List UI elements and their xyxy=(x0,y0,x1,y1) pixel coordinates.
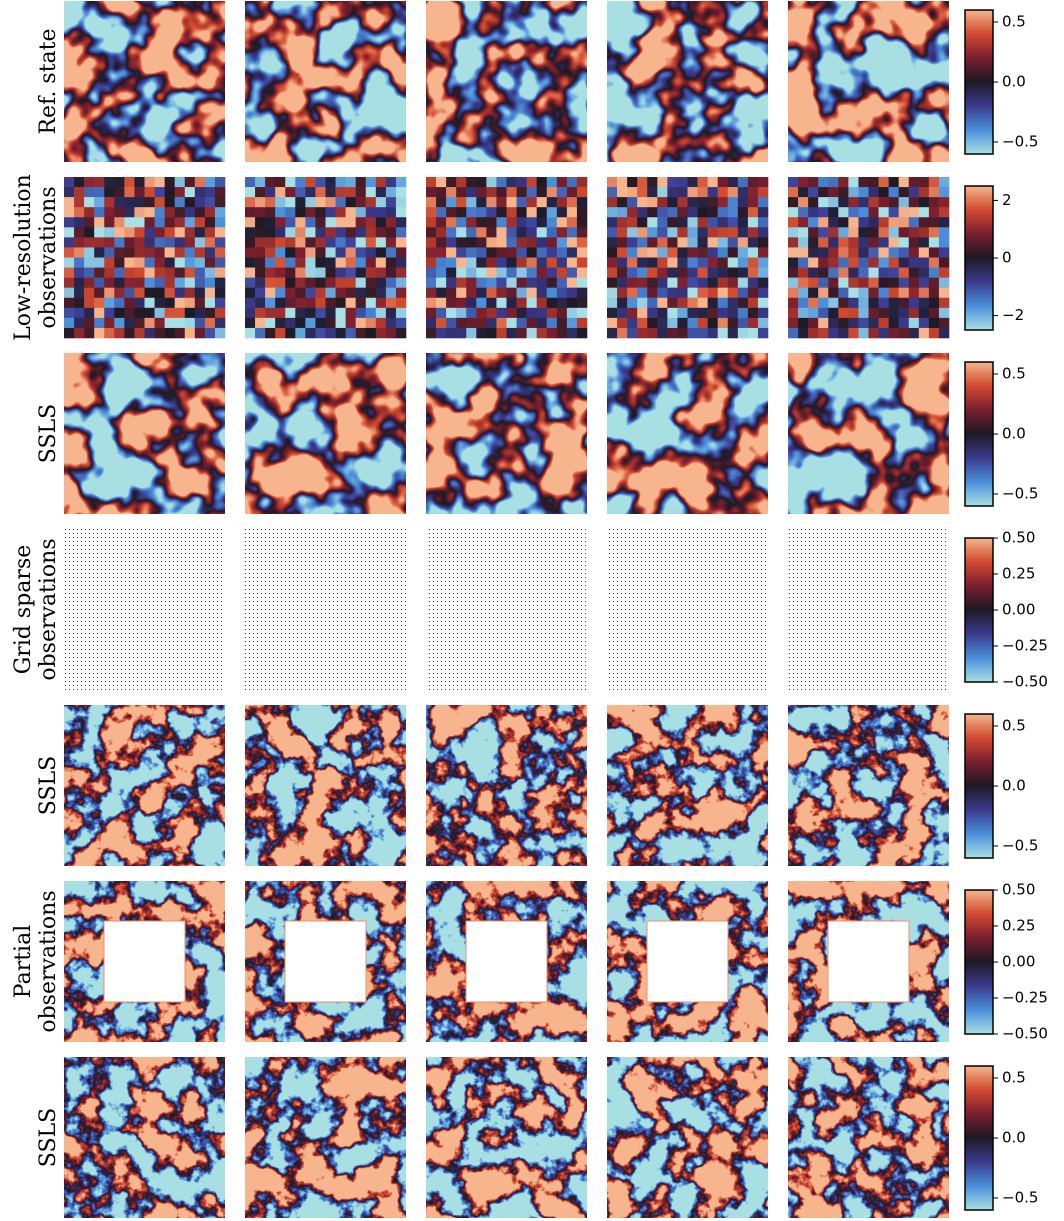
field-panel xyxy=(607,177,769,339)
field-panel xyxy=(245,1,406,162)
colorbar-tick-label: −0.25 xyxy=(1002,637,1048,655)
colorbar-tick-label: 0.0 xyxy=(1002,425,1026,443)
field-panel xyxy=(788,705,949,866)
row-label: observations xyxy=(36,890,61,1032)
colorbar-tick-label: −0.50 xyxy=(1002,673,1048,691)
colorbar-tick-label: 0.00 xyxy=(1002,953,1035,971)
field-panel xyxy=(245,881,406,1042)
field-panel xyxy=(245,353,406,514)
field-panel xyxy=(426,1,587,162)
colorbar-tick-label: 0.5 xyxy=(1002,13,1026,31)
row-label: Partial xyxy=(11,925,36,998)
colorbar-tick-label: 0.50 xyxy=(1002,529,1035,547)
field-panel xyxy=(788,1057,949,1218)
row-label: Ref. state xyxy=(36,28,61,134)
row-label: SSLS xyxy=(36,404,61,463)
row-label: observations xyxy=(36,186,61,328)
colorbar-tick-label: 0 xyxy=(1002,249,1012,267)
row-label: SSLS xyxy=(36,1108,61,1167)
row-label: observations xyxy=(36,538,61,680)
field-panel xyxy=(607,881,768,1042)
colorbar-tick-label: −0.5 xyxy=(1002,1189,1038,1207)
field-panel xyxy=(607,353,768,514)
colorbar-tick-label: 0.5 xyxy=(1002,717,1026,735)
field-panel xyxy=(788,1,949,162)
colorbar xyxy=(964,889,994,1035)
field-panel xyxy=(426,353,587,514)
field-panel xyxy=(245,705,406,866)
colorbar-tick-label: 0.0 xyxy=(1002,1129,1026,1147)
field-panel xyxy=(245,529,406,690)
colorbar xyxy=(964,713,994,859)
field-panel xyxy=(607,529,768,690)
colorbar-tick-label: 0.50 xyxy=(1002,881,1035,899)
colorbar-tick-label: 0.5 xyxy=(1002,1069,1026,1087)
field-panel xyxy=(426,177,588,339)
field-panel xyxy=(788,353,949,514)
field-panel xyxy=(426,705,587,866)
field-panel xyxy=(64,177,226,339)
colorbar xyxy=(964,185,994,331)
colorbar-tick-label: −0.5 xyxy=(1002,837,1038,855)
colorbar-tick-label: 0.0 xyxy=(1002,777,1026,795)
field-panel xyxy=(788,881,949,1042)
colorbar-tick-label: −2 xyxy=(1002,306,1024,324)
colorbar xyxy=(964,537,994,683)
field-panel xyxy=(426,1057,587,1218)
colorbar-tick-label: −0.5 xyxy=(1002,485,1038,503)
field-panel xyxy=(64,529,225,690)
field-panel xyxy=(788,529,949,690)
colorbar xyxy=(964,1065,994,1211)
field-panel xyxy=(64,1057,225,1218)
field-panel xyxy=(607,1,768,162)
field-panel xyxy=(788,177,950,339)
colorbar-tick-label: 0.25 xyxy=(1002,565,1035,583)
row-label: Grid sparse xyxy=(11,545,36,675)
field-panel xyxy=(426,529,587,690)
row-label: Low-resolution xyxy=(11,174,36,341)
colorbar-tick-label: −0.25 xyxy=(1002,989,1048,1007)
colorbar-tick-label: −0.50 xyxy=(1002,1025,1048,1043)
field-panel xyxy=(64,1,225,162)
field-panel xyxy=(607,1057,768,1218)
field-panel xyxy=(607,705,768,866)
colorbar-tick-label: −0.5 xyxy=(1002,133,1038,151)
field-panel xyxy=(426,881,587,1042)
colorbar-tick-label: 0.00 xyxy=(1002,601,1035,619)
colorbar xyxy=(964,361,994,507)
field-panel xyxy=(64,705,225,866)
row-label: SSLS xyxy=(36,756,61,815)
field-panel xyxy=(64,353,225,514)
colorbar-tick-label: 0.5 xyxy=(1002,365,1026,383)
field-panel xyxy=(245,1057,406,1218)
colorbar-tick-label: 0.25 xyxy=(1002,917,1035,935)
colorbar xyxy=(964,9,994,155)
colorbar-tick-label: 2 xyxy=(1002,191,1012,209)
colorbar-tick-label: 0.0 xyxy=(1002,73,1026,91)
field-panel xyxy=(64,881,225,1042)
field-panel xyxy=(245,177,407,339)
